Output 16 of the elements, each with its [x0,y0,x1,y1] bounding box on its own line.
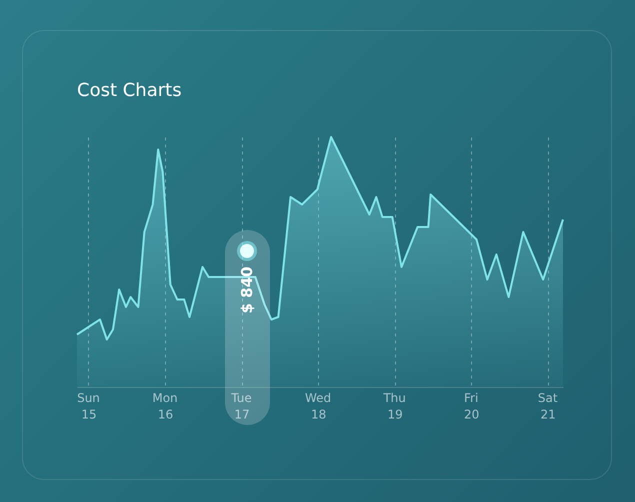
x-tick-label: 19 [387,408,403,422]
x-tick-label: 16 [158,408,174,422]
x-tick-label: 15 [81,408,97,422]
text: Thu [382,391,406,405]
x-tick-label: 18 [310,408,326,422]
chart-title: Cost Charts [77,80,182,101]
text: Mon [152,391,178,405]
x-tick-label: 17 [234,408,250,422]
x-tick-label: 20 [464,408,480,422]
text: Wed [305,391,332,405]
annotation: $ 840 [238,266,256,314]
text: Sat [538,391,558,405]
text: Tue [230,391,252,405]
text: Fri [464,391,478,405]
text: Sun [77,391,100,405]
x-tick-label: 21 [540,408,556,422]
